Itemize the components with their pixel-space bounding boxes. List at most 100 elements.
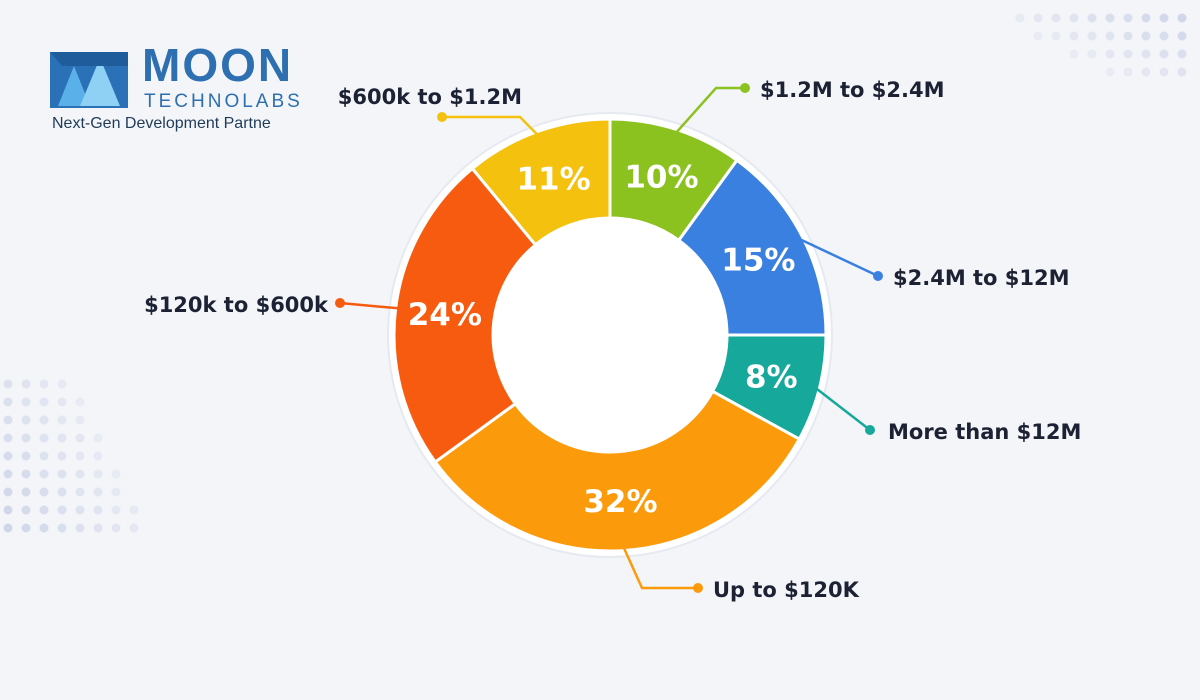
bg-dot bbox=[1051, 31, 1061, 41]
bg-dot bbox=[21, 379, 31, 389]
slice-percent-label: 8% bbox=[745, 359, 798, 395]
bg-dot bbox=[1141, 31, 1151, 41]
bg-dot bbox=[39, 379, 49, 389]
bg-dot bbox=[1105, 31, 1115, 41]
brand-subname: TECHNOLABS bbox=[144, 91, 303, 112]
bg-dot bbox=[1105, 13, 1115, 23]
category-label: $120k to $600k bbox=[144, 293, 329, 317]
category-label: $1.2M to $2.4M bbox=[760, 78, 945, 102]
bg-dot bbox=[21, 433, 31, 443]
bg-dot bbox=[1141, 13, 1151, 23]
leader-line bbox=[339, 301, 400, 310]
bg-dot bbox=[75, 451, 85, 461]
bg-dot bbox=[39, 469, 49, 479]
bg-dot bbox=[21, 487, 31, 497]
bg-dot bbox=[1159, 67, 1169, 77]
leader-dot bbox=[693, 583, 703, 593]
bg-dot bbox=[75, 397, 85, 407]
bg-dot bbox=[75, 523, 85, 533]
bg-dot bbox=[57, 523, 67, 533]
category-label: Up to $120K bbox=[713, 578, 860, 602]
bg-dot bbox=[1051, 13, 1061, 23]
bg-dot bbox=[93, 487, 103, 497]
bg-dot bbox=[1141, 49, 1151, 59]
bg-dot bbox=[57, 433, 67, 443]
bg-dot bbox=[21, 397, 31, 407]
bg-dot bbox=[129, 523, 139, 533]
bg-dot bbox=[1141, 67, 1151, 77]
bg-dot bbox=[111, 505, 121, 515]
brand-logo: MOON TECHNOLABS Next-Gen Development Par… bbox=[50, 42, 310, 138]
bg-dot bbox=[1177, 67, 1187, 77]
bg-dot bbox=[39, 433, 49, 443]
bg-dot bbox=[3, 379, 13, 389]
bg-dot bbox=[57, 505, 67, 515]
bg-dot bbox=[75, 415, 85, 425]
bg-dot bbox=[93, 433, 103, 443]
bg-dot bbox=[21, 505, 31, 515]
bg-dot bbox=[93, 451, 103, 461]
category-label: More than $12M bbox=[888, 420, 1081, 444]
leader-dot bbox=[740, 83, 750, 93]
bg-dot bbox=[75, 505, 85, 515]
bg-dot bbox=[111, 469, 121, 479]
slice-percent-label: 10% bbox=[624, 160, 698, 196]
bg-dot bbox=[3, 523, 13, 533]
slice-percent-label: 24% bbox=[408, 297, 482, 333]
bg-dot bbox=[1123, 67, 1133, 77]
leader-line bbox=[674, 86, 745, 135]
bg-dot bbox=[1177, 31, 1187, 41]
bg-dot bbox=[3, 397, 13, 407]
moon-logo-icon bbox=[50, 52, 128, 108]
bg-dot bbox=[3, 415, 13, 425]
bg-dot bbox=[1087, 31, 1097, 41]
bg-dot bbox=[111, 487, 121, 497]
bg-dot bbox=[75, 433, 85, 443]
bg-dot bbox=[1069, 49, 1079, 59]
background-dot-pattern bbox=[3, 13, 1187, 533]
bg-dot bbox=[57, 415, 67, 425]
bg-dot bbox=[93, 505, 103, 515]
bg-dot bbox=[39, 451, 49, 461]
bg-dot bbox=[1105, 49, 1115, 59]
slice-percent-label: 11% bbox=[516, 161, 590, 197]
bg-dot bbox=[1105, 67, 1115, 77]
bg-dot bbox=[57, 487, 67, 497]
bg-dot bbox=[3, 433, 13, 443]
bg-dot bbox=[93, 523, 103, 533]
leader-line bbox=[442, 115, 540, 137]
slice-percent-label: 32% bbox=[583, 484, 657, 520]
bg-dot bbox=[75, 469, 85, 479]
category-label: $2.4M to $12M bbox=[893, 266, 1070, 290]
bg-dot bbox=[3, 469, 13, 479]
leader-lines bbox=[335, 83, 883, 593]
slice-percent-label: 15% bbox=[721, 242, 795, 278]
leader-line bbox=[622, 546, 698, 590]
bg-dot bbox=[1123, 13, 1133, 23]
bg-dot bbox=[1159, 49, 1169, 59]
bg-dot bbox=[21, 415, 31, 425]
bg-dot bbox=[111, 523, 121, 533]
category-labels: $1.2M to $2.4M $2.4M to $12M More than $12… bbox=[144, 78, 1081, 602]
bg-dot bbox=[21, 451, 31, 461]
bg-dot bbox=[1177, 13, 1187, 23]
bg-dot bbox=[129, 505, 139, 515]
donut-hole bbox=[493, 218, 727, 452]
leader-dot bbox=[335, 298, 345, 308]
bg-dot bbox=[1159, 13, 1169, 23]
bg-dot bbox=[39, 415, 49, 425]
bg-dot bbox=[3, 505, 13, 515]
bg-dot bbox=[57, 397, 67, 407]
brand-name: MOON bbox=[142, 39, 294, 91]
bg-dot bbox=[3, 451, 13, 461]
bg-dot bbox=[1033, 31, 1043, 41]
bg-dot bbox=[1087, 49, 1097, 59]
bg-dot bbox=[39, 523, 49, 533]
bg-dot bbox=[1087, 13, 1097, 23]
bg-dot bbox=[39, 487, 49, 497]
bg-dot bbox=[39, 397, 49, 407]
donut-slices bbox=[392, 117, 828, 553]
bg-dot bbox=[75, 487, 85, 497]
bg-dot bbox=[57, 451, 67, 461]
